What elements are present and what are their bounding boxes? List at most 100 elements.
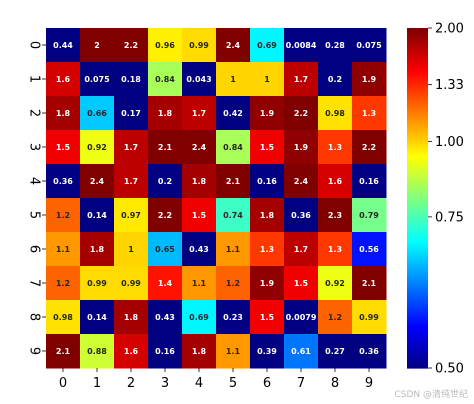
- colorbar-segment: [407, 352, 428, 355]
- colorbar-segment: [407, 104, 428, 107]
- colorbar-segment: [407, 140, 428, 143]
- colorbar-segment: [407, 142, 428, 145]
- colorbar-segment: [407, 110, 428, 113]
- colorbar-segment: [407, 310, 428, 313]
- heatmap-cell: [114, 96, 149, 131]
- colorbar-segment: [407, 146, 428, 149]
- colorbar-segment: [407, 240, 428, 243]
- heatmap-cell: [114, 232, 149, 267]
- colorbar-segment: [407, 50, 428, 53]
- colorbar-segment: [407, 300, 428, 303]
- colorbar-segment: [407, 70, 428, 73]
- colorbar-segment: [407, 346, 428, 349]
- colorbar-segment: [407, 180, 428, 183]
- colorbar-segment: [407, 236, 428, 239]
- heatmap-grid: 0.44 2 2.2 0.96 0.99 2.4 0.69 0.0084 0.28 0.075 1.…: [46, 28, 387, 369]
- cell-value-label: 2.2: [294, 109, 308, 118]
- colorbar-segment: [407, 332, 428, 335]
- colorbar-segment: [407, 280, 428, 283]
- heatmap-cell: [80, 266, 115, 301]
- cell-value-label: 1.5: [260, 313, 275, 322]
- cell-value-label: 2.4: [226, 41, 241, 50]
- heatmap-cell: [148, 96, 183, 131]
- heatmap-cell: [114, 334, 149, 369]
- heatmap-cell: [46, 62, 81, 97]
- colorbar-segment: [407, 90, 428, 93]
- colorbar-segment: [407, 134, 428, 137]
- heatmap-cell: [46, 130, 81, 165]
- colorbar-segment: [407, 248, 428, 251]
- heatmap-cell: [352, 266, 387, 301]
- heatmap-cell: [80, 334, 115, 369]
- colorbar-segment: [407, 276, 428, 279]
- heatmap-cell: [318, 130, 353, 165]
- cell-value-label: 0.2: [328, 75, 342, 84]
- colorbar-segment: [407, 36, 428, 39]
- heatmap-cell: [148, 28, 183, 63]
- colorbar-segment: [407, 354, 428, 357]
- colorbar-segment: [407, 342, 428, 345]
- cell-value-label: 1.9: [260, 109, 275, 118]
- colorbar-segment: [407, 32, 428, 35]
- cell-value-label: 1.8: [260, 211, 275, 220]
- cell-value-label: 0.043: [186, 75, 211, 84]
- colorbar-segment: [407, 298, 428, 301]
- colorbar-segment: [407, 184, 428, 187]
- cell-value-label: 1.9: [260, 279, 275, 288]
- colorbar-segment: [407, 198, 428, 201]
- x-axis: 0 1 2 3 4 5 6 7 8 9: [59, 368, 373, 391]
- colorbar-segment: [407, 162, 428, 165]
- heatmap-cell: [250, 300, 285, 335]
- colorbar-segment: [407, 314, 428, 317]
- heatmap-cell: [250, 334, 285, 369]
- colorbar-segment: [407, 206, 428, 209]
- cell-value-label: 0.14: [87, 211, 107, 220]
- colorbar-segment: [407, 322, 428, 325]
- colorbar-segment: [407, 296, 428, 299]
- cell-value-label: 0.56: [359, 245, 379, 254]
- heatmap-cell: [284, 130, 319, 165]
- colorbar-segment: [407, 304, 428, 307]
- cell-value-label: 1.8: [124, 313, 139, 322]
- colorbar-segment: [407, 178, 428, 181]
- heatmap-cell: [284, 198, 319, 233]
- colorbar-segment: [407, 362, 428, 365]
- heatmap-cell: [148, 266, 183, 301]
- colorbar-segment: [407, 258, 428, 261]
- colorbar-segment: [407, 320, 428, 323]
- heatmap-cell: [352, 62, 387, 97]
- colorbar-segment: [407, 112, 428, 115]
- colorbar-segment: [407, 204, 428, 207]
- colorbar-segment: [407, 208, 428, 211]
- colorbar-segment: [407, 172, 428, 175]
- cell-value-label: 2.1: [226, 177, 241, 186]
- cell-value-label: 0.88: [87, 347, 107, 356]
- cell-value-label: 0.36: [53, 177, 73, 186]
- x-tick-label: 6: [263, 376, 271, 391]
- colorbar-tick-label: 1.00: [435, 135, 464, 150]
- cell-value-label: 1: [230, 75, 236, 84]
- colorbar-segment: [407, 214, 428, 217]
- heatmap-cell: [216, 130, 251, 165]
- heatmap-cell: [352, 130, 387, 165]
- cell-value-label: 1.6: [56, 75, 71, 84]
- colorbar-segment: [407, 156, 428, 159]
- colorbar-segment: [407, 328, 428, 331]
- x-tick-label: 1: [93, 376, 101, 391]
- heatmap-cell: [182, 96, 217, 131]
- heatmap-cell: [216, 28, 251, 63]
- heatmap-cell: [114, 28, 149, 63]
- heatmap-cell: [352, 300, 387, 335]
- heatmap-cell: [250, 130, 285, 165]
- cell-value-label: 0.43: [155, 313, 175, 322]
- heatmap-cell: [148, 198, 183, 233]
- y-axis: 0 1 2 3 4 5 6 7 8 9: [27, 41, 46, 355]
- cell-value-label: 0.99: [87, 279, 107, 288]
- colorbar-segment: [407, 264, 428, 267]
- cell-value-label: 1.6: [328, 177, 343, 186]
- heatmap-cell: [148, 334, 183, 369]
- colorbar-segment: [407, 192, 428, 195]
- colorbar-segment: [407, 76, 428, 79]
- colorbar-segment: [407, 56, 428, 59]
- colorbar-segment: [407, 144, 428, 147]
